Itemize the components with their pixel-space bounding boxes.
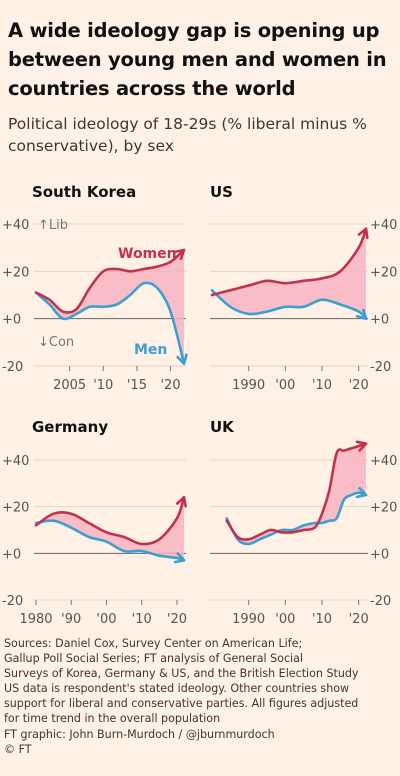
men-arrow-germany (173, 552, 186, 564)
y-tick-label-south-korea: -20 (2, 360, 23, 375)
men-arrow-south-korea (176, 353, 188, 365)
x-tick-label-us: 1990 (232, 378, 265, 393)
notes-line-5: support for liberal and conservative par… (4, 697, 359, 711)
small-multiples-chart: South Korea +40 +20 +0 -20 2005 '10 '15 '20 Women… (2, 183, 397, 627)
panel-south-korea: South Korea +40 +20 +0 -20 2005 '10 '15 '20 Women… (2, 183, 188, 393)
x-tick-label-south-korea: '10 (93, 378, 113, 393)
y-tick-label-germany: +20 (2, 501, 29, 516)
women-line-germany (34, 496, 186, 546)
y-tick-label-us: +0 (370, 313, 389, 328)
men-line-germany (34, 519, 186, 562)
y-tick-label-germany: -20 (2, 594, 23, 609)
x-tick-label-germany: '10 (132, 612, 152, 627)
women-arrow-uk (355, 440, 368, 452)
panel-us: US +40 +20 +0 -20 1990 '00 '10 '20 (210, 183, 397, 393)
annotation-conservative: ↓Con (38, 335, 74, 350)
chart-subtitle: Political ideology of 18-29s (% liberal … (8, 115, 367, 155)
panel-title-south-korea: South Korea (32, 183, 136, 201)
notes-line-2: Gallup Poll Social Series; FT analysis o… (4, 652, 304, 666)
x-tick-label-south-korea: 2005 (53, 378, 86, 393)
x-tick-label-germany: '00 (96, 612, 116, 627)
women-line-uk (225, 442, 368, 541)
y-tick-label-uk: +40 (370, 454, 397, 469)
notes-line-7: FT graphic: John Burn-Murdoch / @jburnmu… (4, 727, 275, 741)
panel-title-uk: UK (210, 418, 235, 436)
women-arrow-us (357, 227, 369, 240)
notes-line-1: Sources: Daniel Cox, Survey Center on Am… (4, 637, 303, 650)
y-tick-label-us: +20 (370, 265, 397, 280)
gap-area-us (212, 228, 366, 319)
women-arrow-germany (175, 495, 187, 508)
x-tick-label-germany: '90 (61, 612, 81, 627)
x-tick-label-germany: 1980 (19, 612, 52, 627)
y-tick-label-uk: +0 (370, 547, 389, 562)
notes-line-8: © FT (4, 742, 32, 756)
x-tick-label-germany: '20 (167, 612, 187, 627)
notes-line-3: Surveys of Korea, Germany & US, and the … (4, 667, 359, 681)
gap-area-south-korea (36, 250, 184, 364)
men-arrow-us (355, 308, 368, 321)
y-tick-label-south-korea: +40 (2, 218, 29, 233)
x-tick-label-us: '20 (349, 378, 369, 393)
y-tick-label-us: -20 (370, 360, 391, 375)
source-notes: Sources: Daniel Cox, Survey Center on Am… (4, 636, 398, 757)
gap-area-uk (226, 443, 366, 544)
y-tick-label-germany: +0 (2, 547, 21, 562)
women-line-south-korea (34, 248, 186, 314)
chart-title: A wide ideology gap is opening up betwee… (8, 19, 387, 100)
notes-line-6: for time trend in the overall population (4, 712, 221, 726)
men-line-us (210, 289, 368, 320)
women-arrow-south-korea (173, 248, 186, 261)
x-tick-label-south-korea: '15 (127, 378, 147, 393)
men-arrow-uk (355, 486, 368, 499)
y-tick-label-germany: +40 (2, 454, 29, 469)
x-tick-label-uk: '00 (275, 612, 295, 627)
y-tick-label-uk: -20 (370, 594, 391, 609)
y-tick-label-us: +40 (370, 218, 397, 233)
x-tick-label-uk: '20 (349, 612, 369, 627)
women-line-us (210, 227, 368, 297)
annotation-liberal: ↑Lib (38, 218, 68, 233)
panel-title-germany: Germany (32, 418, 108, 436)
x-tick-label-us: '10 (312, 378, 332, 393)
y-tick-label-uk: +20 (370, 501, 397, 516)
x-tick-label-south-korea: '20 (160, 378, 180, 393)
men-line-uk (225, 491, 368, 546)
notes-line-4: US data is respondent's stated ideology.… (4, 682, 350, 696)
y-tick-label-south-korea: +20 (2, 265, 29, 280)
series-label-women: Women (118, 246, 177, 262)
men-line-south-korea (34, 281, 186, 365)
panel-uk: UK +40 +20 +0 -20 1990 '00 '10 '20 (210, 418, 397, 627)
x-tick-label-us: '00 (275, 378, 295, 393)
panel-title-us: US (210, 183, 233, 201)
x-tick-label-uk: '10 (312, 612, 332, 627)
panel-germany: Germany +40 +20 +0 -20 1980 '90 '00 '10 '20 (2, 418, 187, 627)
series-label-men: Men (134, 342, 167, 358)
x-tick-label-uk: 1990 (232, 612, 265, 627)
y-tick-label-south-korea: +0 (2, 313, 21, 328)
